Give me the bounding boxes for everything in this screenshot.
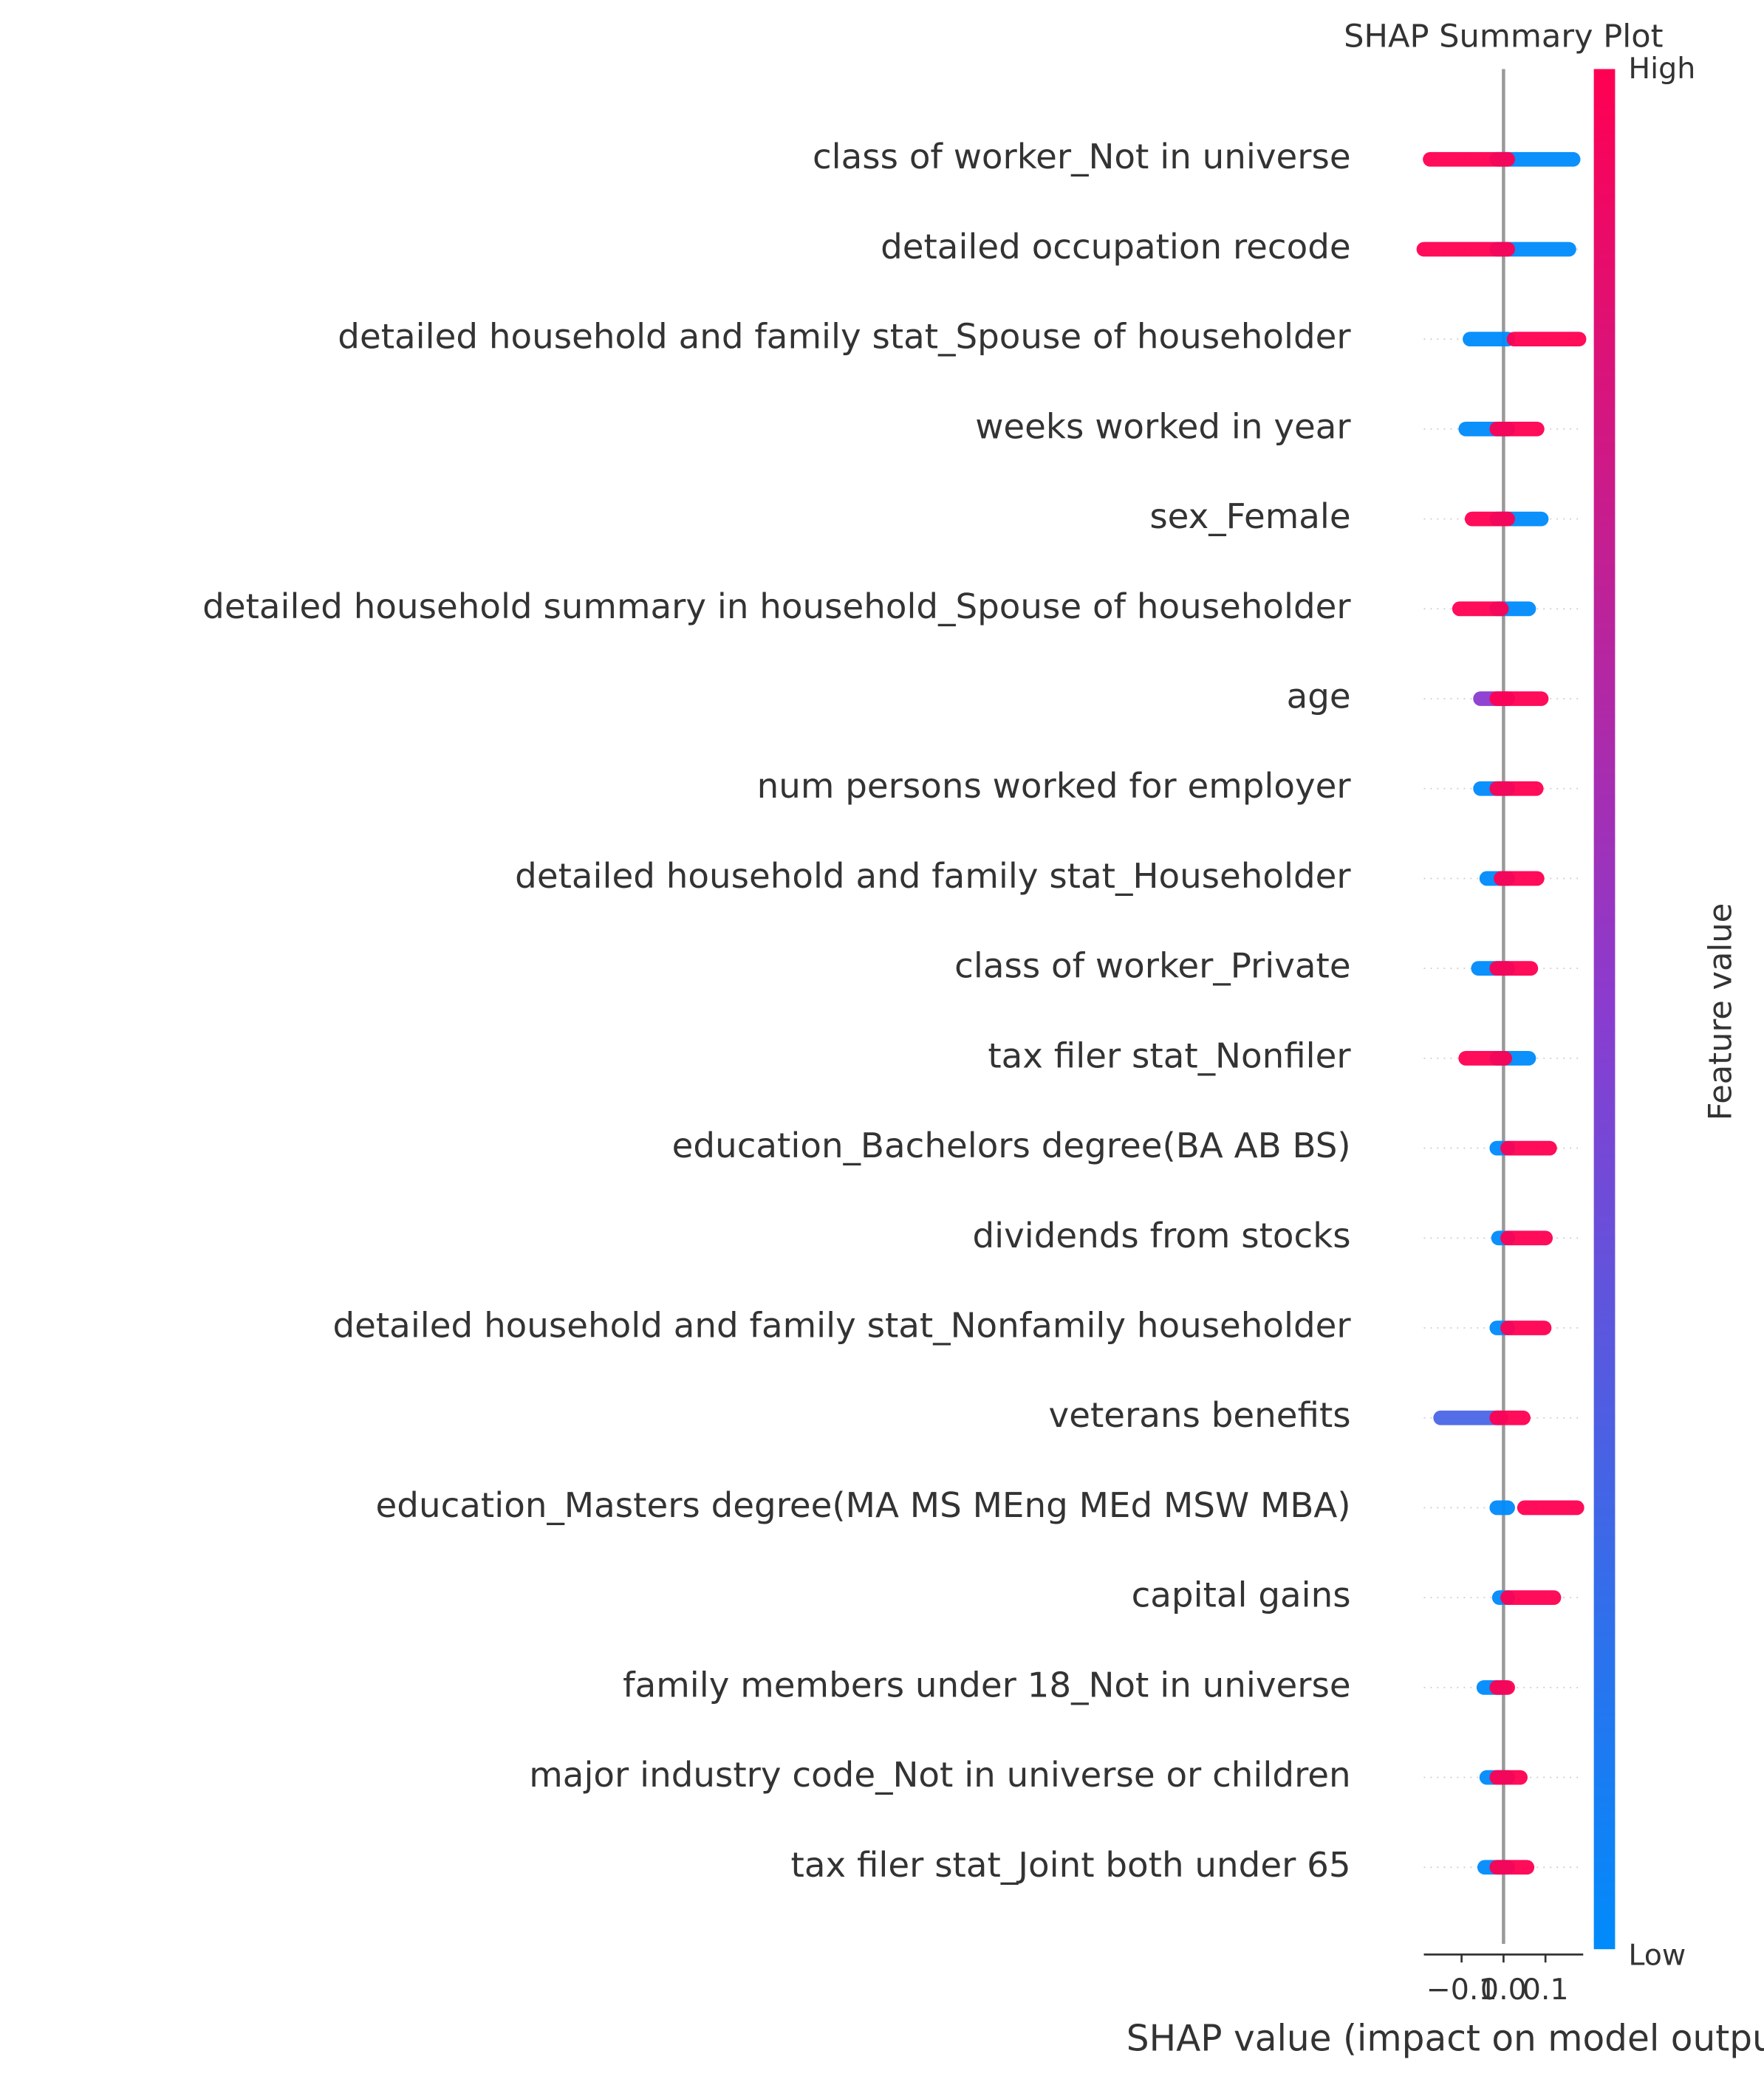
feature-label: family members under 18_Not in universe <box>623 1665 1350 1705</box>
feature-label: tax filer stat_Nonfiler <box>988 1036 1351 1076</box>
feature-label: sex_Female <box>1149 497 1350 537</box>
feature-label: class of worker_Private <box>954 947 1350 987</box>
feature-label: detailed household and family stat_Spous… <box>338 318 1351 357</box>
feature-label: veterans benefits <box>1049 1396 1351 1436</box>
colorbar <box>1593 69 1616 1950</box>
x-tick-label: 0.1 <box>1522 1973 1569 2007</box>
x-tick-label: −0.1 <box>1426 1973 1497 2007</box>
feature-label: age <box>1287 677 1351 717</box>
feature-label: num persons worked for employer <box>757 767 1352 807</box>
feature-label: education_Bachelors degree(BA AB BS) <box>672 1126 1351 1166</box>
feature-label: capital gains <box>1132 1576 1351 1616</box>
feature-label: class of worker_Not in universe <box>813 137 1351 177</box>
x-axis-label: SHAP value (impact on model output) <box>1127 2018 1764 2059</box>
colorbar-high-label: High <box>1628 52 1695 86</box>
colorbar-label: Feature value <box>1703 903 1740 1120</box>
feature-label: tax filer stat_Joint both under 65 <box>790 1846 1350 1886</box>
feature-label: detailed household summary in household_… <box>202 587 1351 627</box>
feature-label: detailed occupation recode <box>881 227 1351 267</box>
x-tick-label: 0.0 <box>1480 1973 1527 2007</box>
chart-title: SHAP Summary Plot <box>1344 18 1663 55</box>
colorbar-low-label: Low <box>1628 1939 1686 1973</box>
feature-label: dividends from stocks <box>972 1216 1350 1256</box>
feature-label: detailed household and family stat_House… <box>515 857 1351 897</box>
feature-label: weeks worked in year <box>975 407 1351 447</box>
feature-label: major industry code_Not in universe or c… <box>529 1756 1350 1795</box>
feature-label: detailed household and family stat_Nonfa… <box>332 1307 1351 1346</box>
feature-label: education_Masters degree(MA MS MEng MEd … <box>376 1486 1351 1526</box>
